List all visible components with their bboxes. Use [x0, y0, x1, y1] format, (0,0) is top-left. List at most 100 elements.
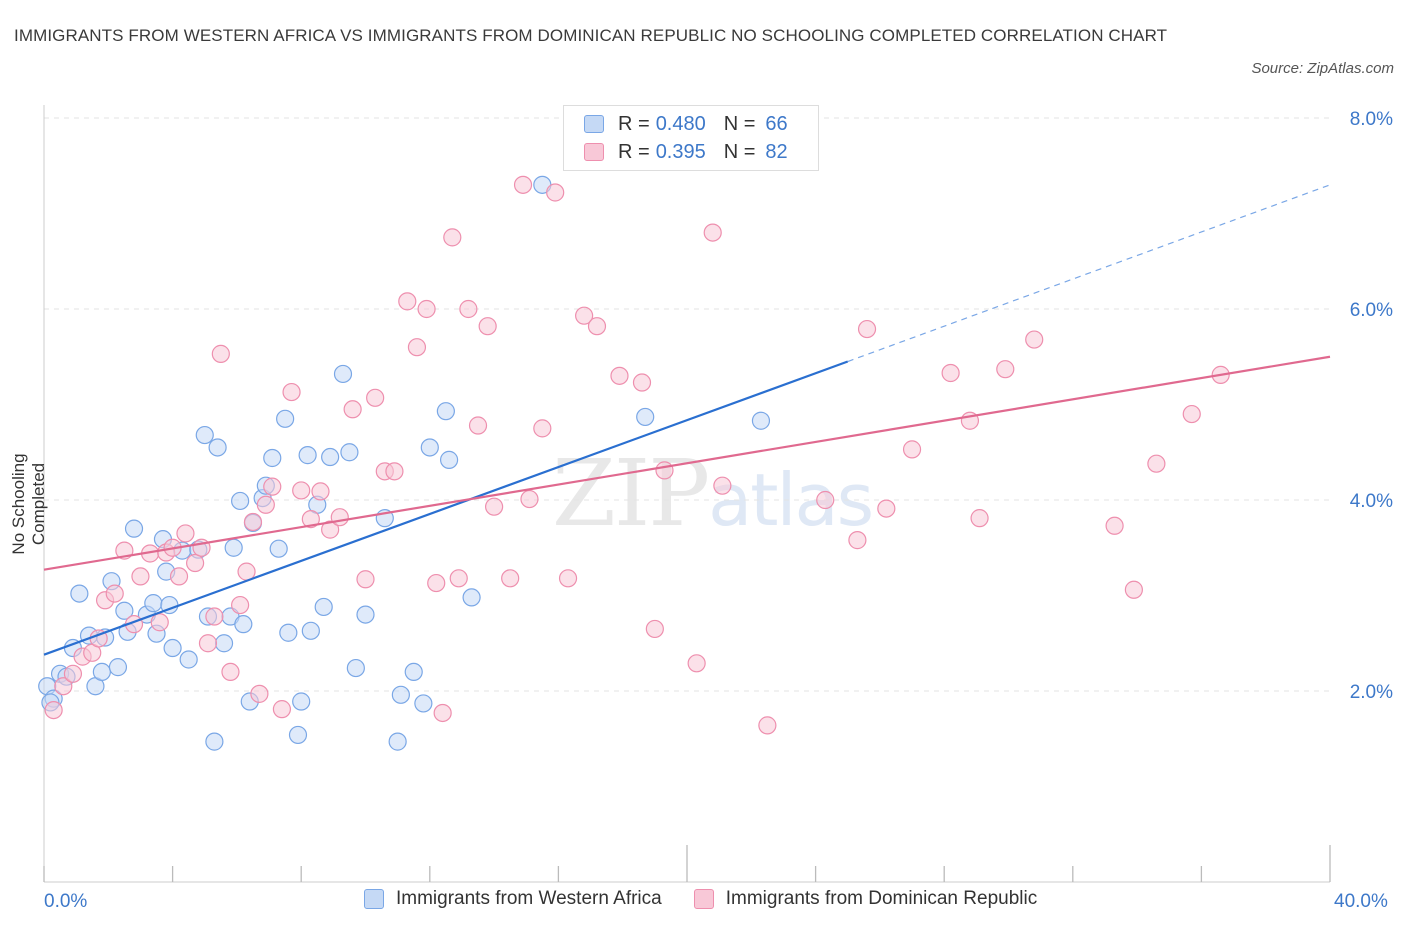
data-point-western-africa	[234, 615, 253, 634]
correlation-legend: R = 0.480 N = 66 R = 0.395 N = 82	[563, 105, 819, 171]
legend-r-label: R =	[618, 140, 650, 163]
trendline-western-africa	[43, 360, 849, 656]
data-point-dominican-republic	[687, 654, 706, 673]
data-point-western-africa	[333, 364, 353, 384]
data-point-dominican-republic	[282, 382, 301, 402]
data-point-western-africa	[391, 685, 410, 704]
data-point-dominican-republic	[970, 509, 989, 528]
data-point-dominican-republic	[655, 461, 674, 480]
data-point-western-africa	[276, 409, 295, 428]
data-point-dominican-republic	[321, 520, 340, 539]
data-point-dominican-republic	[1025, 330, 1044, 349]
data-point-dominican-republic	[211, 344, 230, 363]
trendline-western-africa-extension	[847, 184, 1331, 363]
legend-r-label: R =	[618, 112, 650, 135]
data-point-dominican-republic	[417, 299, 436, 319]
watermark-zip: ZIP	[552, 440, 710, 547]
data-point-western-africa	[314, 597, 333, 617]
data-point-dominican-republic	[610, 366, 629, 385]
data-point-western-africa	[436, 402, 455, 421]
data-point-dominican-republic	[459, 299, 478, 319]
data-point-western-africa	[124, 519, 144, 538]
legend-r-value: 0.395	[655, 140, 706, 163]
data-point-dominican-republic	[902, 440, 922, 459]
data-point-dominican-republic	[311, 482, 330, 501]
legend-item-dominican-republic[interactable]: Immigrants from Dominican Republic	[693, 888, 1038, 910]
legend-n-value: 82	[765, 140, 788, 163]
data-point-dominican-republic	[857, 319, 877, 339]
data-point-dominican-republic	[546, 183, 565, 202]
data-point-western-africa	[179, 650, 198, 669]
data-point-dominican-republic	[54, 677, 73, 696]
data-point-dominican-republic	[449, 569, 468, 588]
data-point-dominican-republic	[205, 607, 224, 626]
legend-swatch-blue	[364, 889, 384, 909]
data-point-dominican-republic	[996, 360, 1015, 379]
data-point-dominican-republic	[398, 292, 417, 311]
data-point-dominican-republic	[575, 306, 594, 325]
legend-row-dominican-republic: R = 0.395 N = 82	[584, 138, 788, 166]
data-point-dominican-republic	[63, 664, 83, 683]
data-point-dominican-republic	[366, 388, 385, 407]
data-point-dominican-republic	[848, 531, 867, 550]
data-point-dominican-republic	[231, 595, 250, 615]
data-point-western-africa	[163, 638, 182, 658]
data-point-dominican-republic	[816, 490, 835, 510]
data-point-dominican-republic	[713, 476, 732, 495]
data-point-dominican-republic	[485, 497, 504, 516]
data-point-western-africa	[404, 662, 423, 682]
data-point-dominican-republic	[131, 567, 150, 586]
data-point-dominican-republic	[356, 570, 375, 589]
chart-source: Source: ZipAtlas.com	[1251, 60, 1394, 77]
data-point-dominican-republic	[468, 416, 488, 435]
legend-item-western-africa[interactable]: Immigrants from Western Africa	[364, 888, 662, 910]
data-point-dominican-republic	[558, 569, 578, 588]
data-point-dominican-republic	[105, 584, 124, 603]
data-point-western-africa	[388, 732, 407, 751]
data-point-dominican-republic	[427, 573, 446, 593]
data-point-western-africa	[346, 658, 365, 678]
data-point-dominican-republic	[407, 338, 427, 357]
chart-title: IMMIGRANTS FROM WESTERN AFRICA VS IMMIGR…	[14, 26, 1168, 45]
data-point-dominican-republic	[1182, 404, 1201, 424]
legend-swatch-pink	[693, 889, 714, 909]
data-point-dominican-republic	[501, 569, 520, 588]
legend-label-dominican-republic: Immigrants from Dominican Republic	[725, 888, 1038, 909]
data-point-western-africa	[288, 725, 308, 745]
data-point-western-africa	[462, 588, 481, 607]
data-point-dominican-republic	[513, 175, 533, 194]
data-point-dominican-republic	[292, 481, 311, 500]
data-point-western-africa	[321, 447, 340, 467]
legend-n-value: 66	[765, 112, 788, 135]
y-tick-label: 8.0%	[1350, 109, 1393, 130]
data-point-dominican-republic	[703, 223, 722, 242]
legend-row-western-africa: R = 0.480 N = 66	[584, 110, 788, 138]
data-point-dominican-republic	[221, 662, 240, 682]
data-point-western-africa	[414, 694, 433, 713]
legend-n-label: N =	[723, 112, 756, 135]
y-tick-label: 4.0%	[1350, 491, 1393, 512]
x-tick-label-max: 40.0%	[1334, 891, 1388, 912]
data-point-dominican-republic	[645, 619, 664, 639]
data-point-dominican-republic	[263, 477, 282, 496]
data-point-dominican-republic	[877, 499, 896, 518]
data-point-western-africa	[279, 623, 298, 642]
data-point-dominican-republic	[176, 524, 195, 543]
data-point-dominican-republic	[250, 684, 269, 703]
data-point-dominican-republic	[632, 373, 652, 392]
data-point-western-africa	[108, 658, 128, 677]
data-point-dominican-republic	[1147, 454, 1166, 473]
data-point-western-africa	[298, 446, 317, 465]
series-legend: Immigrants from Western Africa Immigrant…	[364, 888, 1069, 910]
legend-swatch-blue	[584, 115, 604, 133]
data-point-western-africa	[269, 539, 288, 558]
data-point-dominican-republic	[443, 228, 462, 247]
data-point-western-africa	[636, 407, 655, 427]
data-point-dominican-republic	[198, 634, 218, 653]
data-point-western-africa	[356, 605, 375, 624]
data-point-dominican-republic	[433, 703, 452, 723]
data-point-dominican-republic	[533, 419, 552, 438]
data-point-dominican-republic	[256, 495, 275, 514]
data-point-western-africa	[195, 425, 214, 445]
